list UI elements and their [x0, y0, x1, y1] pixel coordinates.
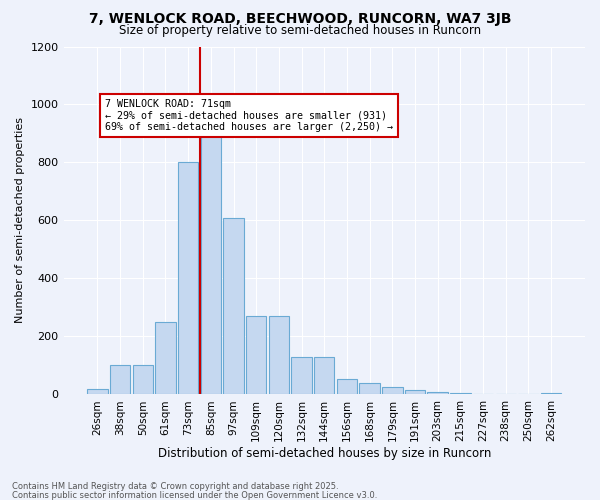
- Y-axis label: Number of semi-detached properties: Number of semi-detached properties: [15, 118, 25, 324]
- Bar: [269, 316, 289, 394]
- Bar: [133, 366, 153, 394]
- Bar: [178, 162, 199, 394]
- Bar: [87, 388, 107, 394]
- Bar: [337, 378, 357, 394]
- Text: 7 WENLOCK ROAD: 71sqm
← 29% of semi-detached houses are smaller (931)
69% of sem: 7 WENLOCK ROAD: 71sqm ← 29% of semi-deta…: [105, 98, 393, 132]
- Bar: [110, 366, 130, 394]
- Bar: [382, 387, 403, 394]
- Bar: [155, 322, 176, 394]
- Bar: [292, 357, 312, 395]
- Bar: [541, 393, 561, 394]
- Text: Contains HM Land Registry data © Crown copyright and database right 2025.: Contains HM Land Registry data © Crown c…: [12, 482, 338, 491]
- Bar: [246, 316, 266, 394]
- Bar: [314, 357, 334, 395]
- Bar: [200, 125, 221, 394]
- X-axis label: Distribution of semi-detached houses by size in Runcorn: Distribution of semi-detached houses by …: [158, 447, 491, 460]
- Bar: [359, 383, 380, 394]
- Bar: [223, 218, 244, 394]
- Text: Contains public sector information licensed under the Open Government Licence v3: Contains public sector information licen…: [12, 490, 377, 500]
- Bar: [450, 393, 470, 394]
- Bar: [427, 392, 448, 394]
- Text: Size of property relative to semi-detached houses in Runcorn: Size of property relative to semi-detach…: [119, 24, 481, 37]
- Text: 7, WENLOCK ROAD, BEECHWOOD, RUNCORN, WA7 3JB: 7, WENLOCK ROAD, BEECHWOOD, RUNCORN, WA7…: [89, 12, 511, 26]
- Bar: [405, 390, 425, 394]
